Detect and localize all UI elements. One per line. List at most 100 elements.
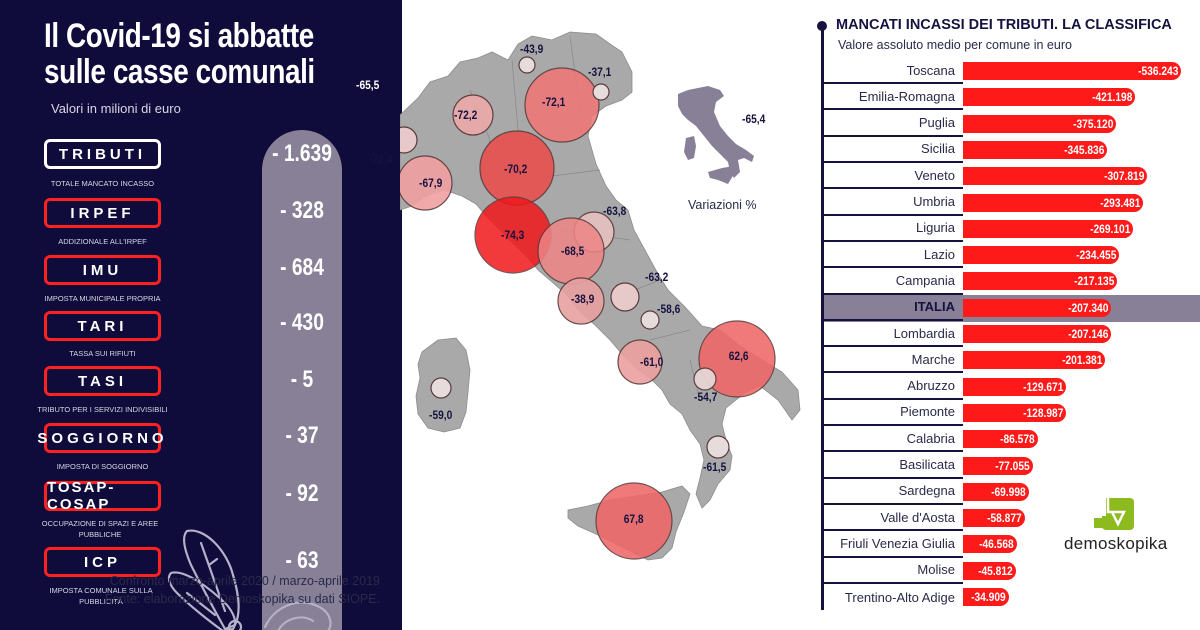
bubble-label-piemonte: -72,4 xyxy=(369,152,393,166)
note-source: Fonte: elaborazione Demoskopika su dati … xyxy=(104,592,380,606)
ranking-row-label: Campania xyxy=(824,268,963,295)
ranking-row-label-italia: ITALIA xyxy=(824,295,963,321)
tax-value: - 63 xyxy=(285,547,319,574)
scissors-icon xyxy=(167,529,332,630)
ranking-title: MANCATI INCASSI DEI TRIBUTI. LA CLASSIFI… xyxy=(836,17,1172,33)
ranking-row-label: Puglia xyxy=(824,111,963,137)
page-title: Il Covid-19 si abbatte sulle casse comun… xyxy=(44,18,315,90)
bar-value: -375.120 xyxy=(1072,116,1113,131)
ranking-bar: -536.243 xyxy=(963,62,1181,80)
ranking-row-label: Veneto xyxy=(824,163,963,190)
ranking-row-label: Valle d'Aosta xyxy=(824,505,963,532)
ranking-row-label: Lombardia xyxy=(824,321,963,348)
bar-value: -217.135 xyxy=(1073,274,1114,289)
ranking-bar: -293.481 xyxy=(963,193,1143,212)
bubble-label-puglia: 62,6 xyxy=(728,349,749,363)
bubble-label-sicilia: 67,8 xyxy=(623,512,644,526)
ranking-row-label: Umbria xyxy=(824,190,963,216)
bubble-label-toscana: -74,3 xyxy=(501,228,525,242)
ranking-axis-line xyxy=(821,26,824,610)
ranking-row-label: Piemonte xyxy=(824,400,963,427)
tax-box-tasi: TASI xyxy=(44,366,161,396)
bar-value: -307.819 xyxy=(1103,169,1144,184)
bubble-label-trentino: -43,9 xyxy=(520,42,544,56)
ranking-bar: -46.568 xyxy=(963,535,1017,554)
bubble-label-molise: -58,6 xyxy=(657,302,681,316)
demoskopika-logo-icon xyxy=(1094,496,1134,530)
bar-value: -129.671 xyxy=(1022,379,1063,394)
ranking-bar: -207.146 xyxy=(963,325,1111,343)
bubble-label-basilicata: -54,7 xyxy=(694,390,718,404)
bar-value: -421.198 xyxy=(1091,90,1132,105)
bubble-label-valle-daosta: -65,5 xyxy=(356,78,380,92)
ranking-bar: -217.135 xyxy=(963,272,1117,291)
ranking-row-label: Friuli Venezia Giulia xyxy=(824,531,963,558)
bar-value: -46.568 xyxy=(979,537,1014,552)
tax-desc: TASSA SUI RIFIUTI xyxy=(69,349,136,358)
ranking-row-label: Sicilia xyxy=(824,137,963,164)
ranking-row-label: Marche xyxy=(824,347,963,374)
ranking-row-label: Liguria xyxy=(824,216,963,242)
map-note: Confronto marzo-aprile 2020 / marzo-apri… xyxy=(60,572,380,608)
bar-value: -69.998 xyxy=(991,484,1026,499)
ranking-bar: -375.120 xyxy=(963,114,1116,133)
tax-value: - 430 xyxy=(280,309,324,336)
ranking-row-label: Molise xyxy=(824,558,963,584)
ranking-row-label: Basilicata xyxy=(824,453,963,479)
note-comparison: Confronto marzo-aprile 2020 / marzo-apri… xyxy=(109,574,380,588)
ranking-bar: -45.812 xyxy=(963,561,1016,580)
tax-box-irpef: IRPEF xyxy=(44,198,161,228)
tax-value: - 1.639 xyxy=(272,140,332,167)
ranking-subtitle: Valore assoluto medio per comune in euro xyxy=(838,38,1072,52)
title-line-2: sulle casse comunali xyxy=(44,53,315,91)
bubble-label-sardegna: -59,0 xyxy=(429,408,453,422)
bubble-label-veneto: -72,1 xyxy=(542,95,566,109)
tax-desc: IMPOSTA DI SOGGIORNO xyxy=(56,462,149,471)
ranking-bar: -345.836 xyxy=(963,140,1107,159)
ranking-row-label: Lazio xyxy=(824,242,963,269)
ranking-row-label: Calabria xyxy=(824,426,963,453)
ranking-row-label: Abruzzo xyxy=(824,374,963,400)
ranking-bar-italia: -207.340 xyxy=(963,298,1111,317)
bar-value: -45.812 xyxy=(978,563,1013,578)
tax-desc: TOTALE MANCATO INCASSO xyxy=(50,179,155,188)
ranking-bar: -269.101 xyxy=(963,219,1133,238)
map-legend-label: Variazioni % xyxy=(688,198,757,212)
bar-value: -293.481 xyxy=(1099,195,1140,210)
ranking-bar: -129.671 xyxy=(963,377,1066,396)
bar-value: -77.055 xyxy=(995,458,1030,473)
ranking-bar: -201.381 xyxy=(963,351,1105,370)
bar-value: -128.987 xyxy=(1022,405,1063,420)
tax-box-tari: TARI xyxy=(44,311,161,341)
tax-desc: TRIBUTO PER I SERVIZI INDIVISIBILI xyxy=(37,405,168,414)
italy-map xyxy=(400,31,801,561)
bubble-label-campania: -61,0 xyxy=(640,355,664,369)
ranking-row-label: Toscana xyxy=(824,58,963,85)
brand-name: demoskopika xyxy=(1064,534,1168,553)
tax-box-icp: ICP xyxy=(44,547,161,577)
bar-value: -536.243 xyxy=(1137,64,1178,78)
ranking-bar: -86.578 xyxy=(963,430,1038,449)
ranking-bar: -234.455 xyxy=(963,246,1119,265)
ranking-bar: -128.987 xyxy=(963,403,1066,422)
tax-value: - 5 xyxy=(290,366,314,393)
tax-box-tosap-cosap: TOSAP-COSAP xyxy=(44,479,161,513)
values-column xyxy=(262,130,342,630)
ranking-bar: -69.998 xyxy=(963,482,1029,501)
tax-desc: ADDIZIONALE ALL'IRPEF xyxy=(58,237,147,246)
bubble-label-calabria: -61,5 xyxy=(703,460,727,474)
left-panel: Il Covid-19 si abbatte sulle casse comun… xyxy=(0,0,402,630)
tax-box-tributi: TRIBUTI xyxy=(44,139,161,169)
tax-desc: IMPOSTA MUNICIPALE PROPRIA xyxy=(44,294,161,303)
page-subtitle: Valori in milioni di euro xyxy=(51,101,181,116)
ranking-bar: -77.055 xyxy=(963,456,1033,475)
tax-desc: IMPOSTA COMUNALE SULLA PUBBLICITÀ xyxy=(49,586,153,606)
ranking-row-label: Emilia-Romagna xyxy=(824,84,963,111)
ranking-row-label: Sardegna xyxy=(824,479,963,505)
tax-box-soggiorno: SOGGIORNO xyxy=(37,423,164,453)
bubble-label-marche: -63,8 xyxy=(603,204,627,218)
bar-value: -345.836 xyxy=(1063,142,1104,157)
bar-value: -234.455 xyxy=(1075,248,1116,263)
tax-box-imu: IMU xyxy=(44,255,161,285)
bubble-label-emilia-romagna: -70,2 xyxy=(504,162,528,176)
